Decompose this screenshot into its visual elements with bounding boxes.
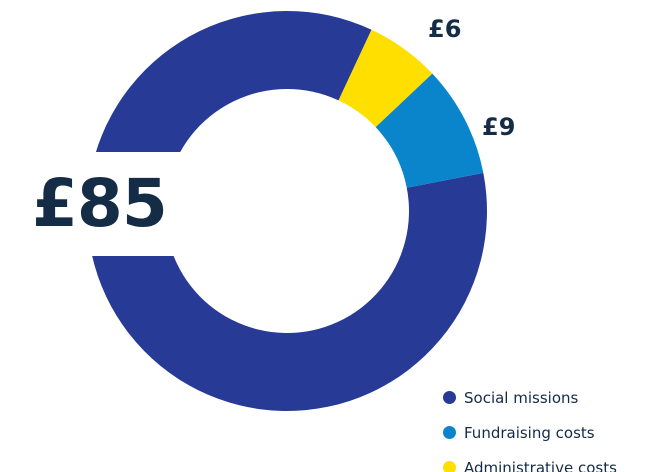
legend-label: Fundraising costs [464,423,595,442]
slice-administrative-costs [338,29,433,128]
legend-swatch-social-missions [443,391,456,404]
legend-swatch-administrative-costs [443,461,456,472]
social-missions-value-label: £85 [32,165,168,242]
legend-label: Administrative costs [464,458,617,472]
legend-item-social-missions: Social missions [443,380,655,415]
legend-item-fundraising-costs: Fundraising costs [443,415,655,450]
fundraising-costs-value-label: £9 [482,113,516,141]
slice-social-missions [87,10,487,412]
legend-item-administrative-costs: Administrative costs [443,450,655,472]
administrative-costs-value-label: £6 [428,15,462,43]
slice-fundraising-costs [375,73,484,188]
legend-label: Social missions [464,388,579,407]
main-label-background [20,152,182,256]
legend-swatch-fundraising-costs [443,426,456,439]
legend: Social missions Fundraising costs Admini… [443,380,655,472]
